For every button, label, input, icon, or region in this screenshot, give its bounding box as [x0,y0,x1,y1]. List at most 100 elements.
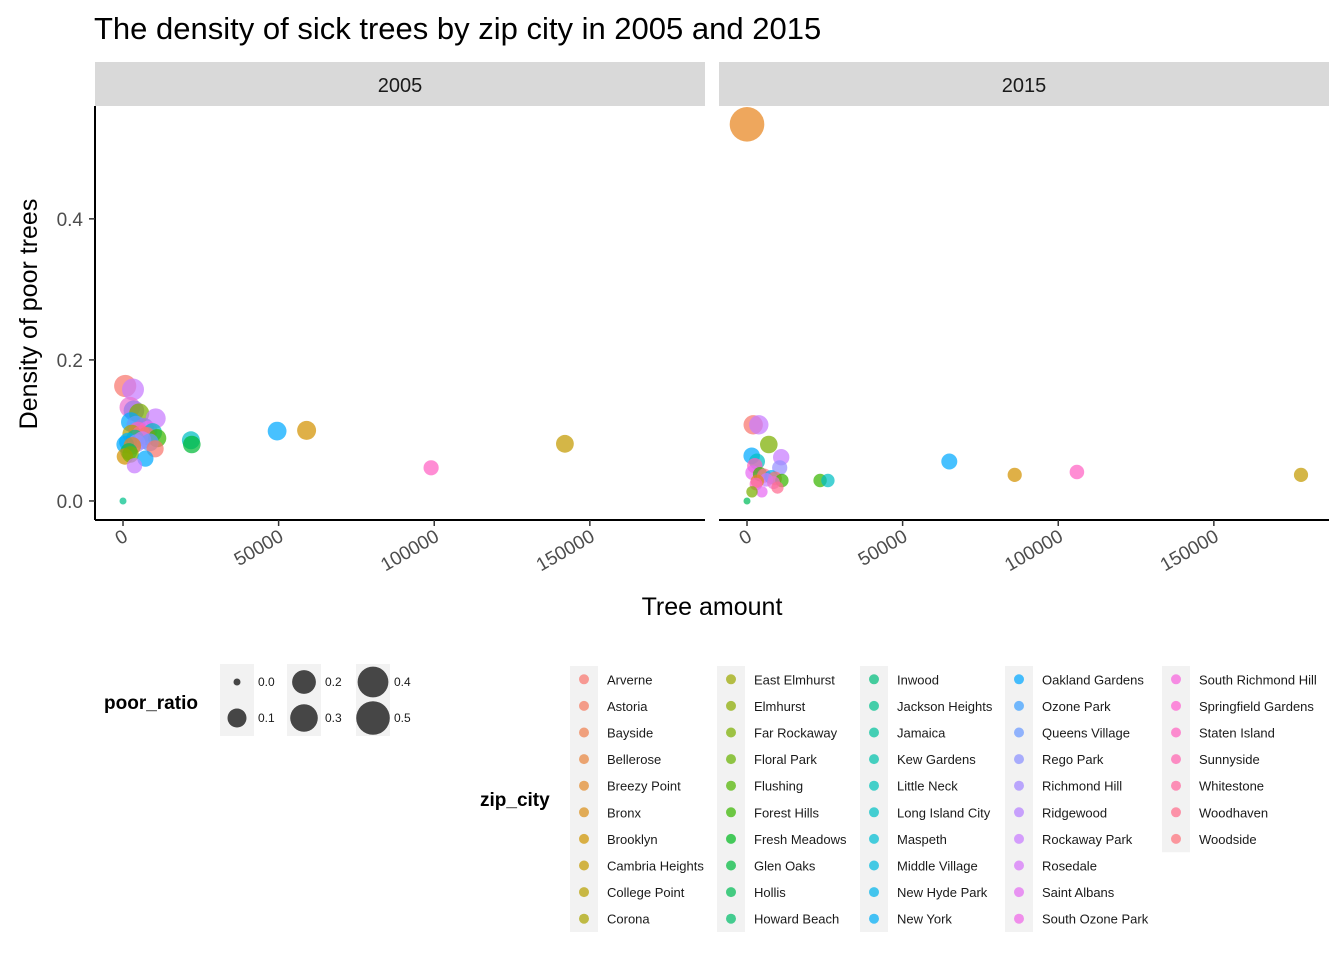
facet-panel-2015: 2015 0 50000 100000 150000 [719,62,1329,576]
y-ticks: 0.0 0.2 0.4 [57,210,95,513]
facet-strip-2015 [719,62,1329,106]
color-legend-label: Arverne [607,672,653,687]
data-point [122,378,144,401]
color-legend-swatch [579,674,589,685]
data-point [1069,464,1085,480]
color-legend-swatch [1014,674,1024,685]
color-legend-swatch [1171,674,1181,685]
color-legend-swatch [579,913,589,924]
y-axis-label: Density of poor trees [15,199,43,430]
y-tick-label: 0.0 [57,492,83,513]
facet-strip-2005 [95,62,705,106]
size-legend-title: poor_ratio [104,693,198,714]
color-legend-label: South Ozone Park [1042,912,1149,927]
color-legend-title: zip_city [480,790,550,811]
size-legend-label: 0.2 [325,675,342,689]
color-legend-label: Woodhaven [1199,805,1268,820]
y-tick-label: 0.2 [57,351,83,372]
size-legend: poor_ratio 0.0 0.1 0.2 0.3 0.4 0.5 [104,664,411,736]
color-legend-label: Oakland Gardens [1042,672,1144,687]
color-legend-label: Queens Village [1042,726,1130,741]
color-legend-label: South Richmond Hill [1199,672,1317,687]
color-legend-swatch [869,887,879,898]
color-legend-keys: Arverne Astoria Bayside Bellerose Breezy Poi… [570,666,1317,932]
color-legend-swatch [726,754,736,765]
color-legend-swatch [726,727,736,738]
y-tick-label: 0.4 [57,210,84,231]
data-point [743,497,751,505]
size-legend-label: 0.0 [258,675,275,689]
color-legend-swatch [869,754,879,765]
color-legend-swatch [1014,860,1024,871]
color-legend-label: Howard Beach [754,912,839,927]
color-legend-label: Ozone Park [1042,699,1111,714]
size-legend-label: 0.3 [325,711,342,725]
color-legend-label: Jackson Heights [897,699,993,714]
chart-title: The density of sick trees by zip city in… [94,11,821,46]
color-legend-label: Inwood [897,672,939,687]
color-legend-swatch [579,727,589,738]
x-tick-label: 150000 [533,526,598,576]
color-legend-label: New Hyde Park [897,885,988,900]
color-legend-label: Glen Oaks [754,859,816,874]
color-legend-swatch [869,860,879,871]
color-legend-label: Ridgewood [1042,805,1107,820]
color-legend-swatch [726,860,736,871]
color-legend-label: Long Island City [897,805,991,820]
size-legend-key [292,670,316,694]
size-legend-key [227,708,247,728]
color-legend-label: Sunnyside [1199,752,1260,767]
x-ticks-2015: 0 50000 100000 150000 [736,520,1222,576]
color-legend-label: Little Neck [897,779,958,794]
size-legend-label: 0.4 [394,675,411,689]
color-legend-swatch [1014,807,1024,818]
color-legend-swatch [1171,700,1181,711]
color-legend-swatch [869,807,879,818]
color-legend-swatch [1014,780,1024,791]
data-point [749,415,769,435]
color-legend-label: Flushing [754,779,803,794]
data-point [267,421,287,441]
color-legend-swatch [1014,887,1024,898]
color-legend-swatch [1171,833,1181,844]
facet-panel-2005: 2005 0 50000 100000 150000 [94,62,705,576]
color-legend-label: Maspeth [897,832,947,847]
color-legend-label: Springfield Gardens [1199,699,1314,714]
color-legend-label: Middle Village [897,859,978,874]
color-legend-swatch [726,887,736,898]
size-legend-keys: 0.0 0.1 0.2 0.3 0.4 0.5 [220,664,411,736]
x-tick-label: 150000 [1157,526,1222,576]
data-point [771,481,784,494]
color-legend-label: Staten Island [1199,726,1275,741]
color-legend-label: Woodside [1199,832,1257,847]
color-legend-swatch [1171,754,1181,765]
color-legend-swatch [1014,833,1024,844]
color-legend-label: Rego Park [1042,752,1104,767]
color-legend-label: East Elmhurst [754,672,835,687]
data-point [1293,467,1309,482]
size-legend-key [290,704,318,732]
size-legend-label: 0.5 [394,711,411,725]
color-legend-swatch [1014,727,1024,738]
color-legend-swatch [726,913,736,924]
x-tick-label: 0 [736,526,756,549]
x-axis-label: Tree amount [642,593,783,621]
data-point [729,107,765,142]
color-legend-swatch [869,913,879,924]
color-legend: zip_city Arverne Astoria Bayside Bellerose B… [480,666,1317,932]
color-legend-label: Bronx [607,805,641,820]
facet-strip-label-2005: 2005 [378,75,423,97]
color-legend-swatch [726,700,736,711]
size-legend-key [233,678,241,686]
color-legend-swatch [869,700,879,711]
x-tick-label: 100000 [377,526,442,576]
color-legend-label: Fresh Meadows [754,832,847,847]
color-legend-swatch [1171,807,1181,818]
data-point [1007,467,1022,482]
facet-points-2005 [114,374,574,505]
x-ticks-2005: 0 50000 100000 150000 [112,520,598,576]
data-point [297,420,317,440]
color-legend-label: Brooklyn [607,832,658,847]
color-legend-label: Rockaway Park [1042,832,1133,847]
